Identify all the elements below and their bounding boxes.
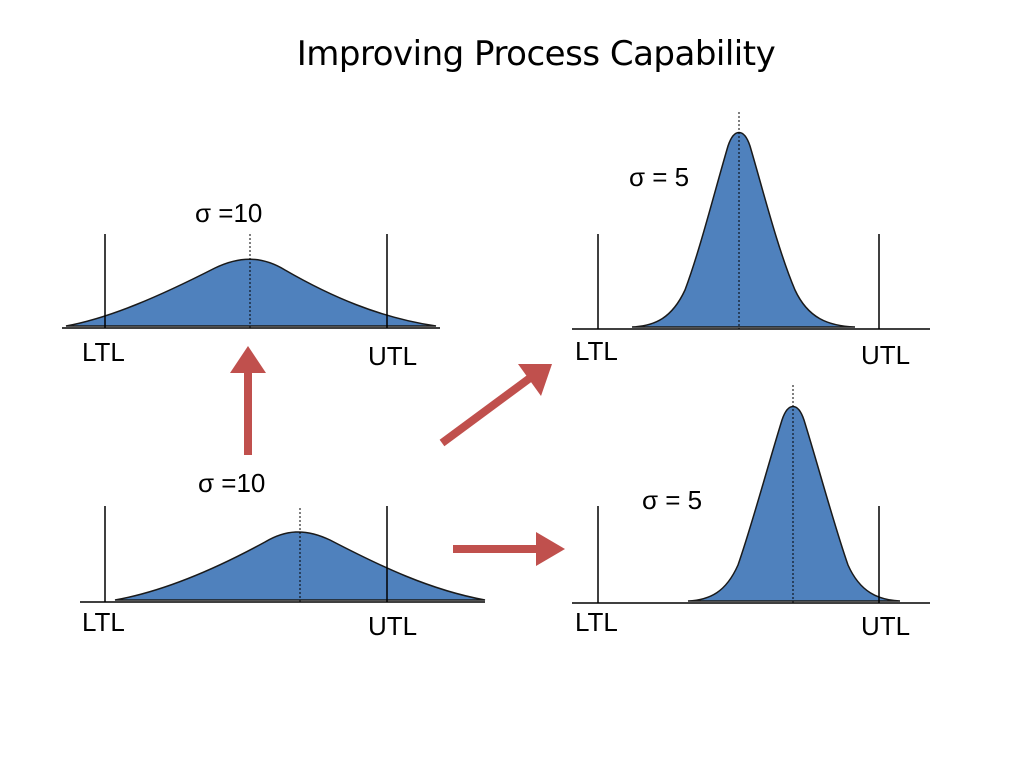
ltl-label-bottom-right: LTL xyxy=(575,607,618,637)
arrow-up xyxy=(230,346,266,455)
arrow-diagonal xyxy=(439,364,552,447)
slide-title: Improving Process Capability xyxy=(296,34,776,74)
sigma-label-top-left: σ =10 xyxy=(195,198,263,228)
ltl-label-top-right: LTL xyxy=(575,336,618,366)
ltl-label-top-left: LTL xyxy=(82,337,125,367)
distribution-curve-top-right xyxy=(631,131,856,328)
panel-bottom-right xyxy=(572,385,930,604)
distribution-curve-bottom-right xyxy=(687,405,901,602)
utl-label-top-right: UTL xyxy=(861,340,911,370)
panel-top-left xyxy=(62,234,440,329)
ltl-label-bottom-left: LTL xyxy=(82,607,125,637)
distribution-curve-top-left xyxy=(65,258,437,327)
panel-top-right xyxy=(572,112,930,330)
panel-bottom-left xyxy=(80,506,486,603)
sigma-label-bottom-right: σ = 5 xyxy=(642,485,703,515)
utl-label-top-left: UTL xyxy=(368,341,418,371)
utl-label-bottom-right: UTL xyxy=(861,611,911,641)
arrow-right xyxy=(453,532,565,566)
sigma-label-bottom-left: σ =10 xyxy=(198,468,266,498)
utl-label-bottom-left: UTL xyxy=(368,611,418,641)
sigma-label-top-right: σ = 5 xyxy=(629,162,690,192)
